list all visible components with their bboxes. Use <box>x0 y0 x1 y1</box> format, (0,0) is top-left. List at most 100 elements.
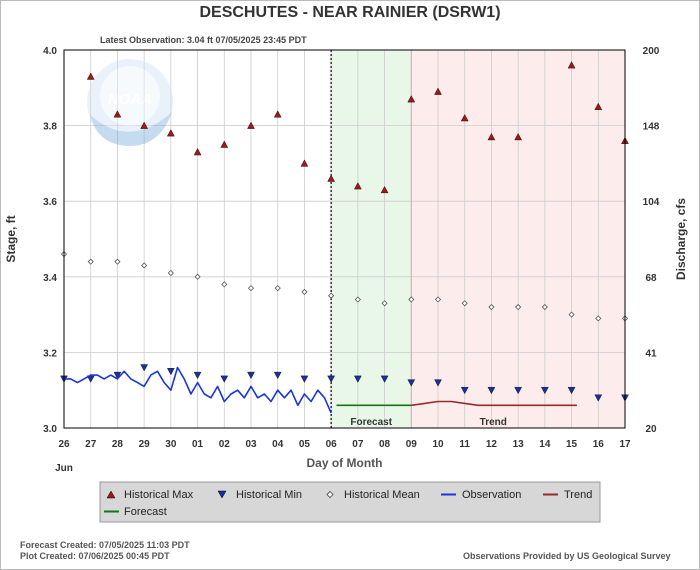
legend-min-marker <box>217 490 227 499</box>
historical-mean-point <box>167 269 174 277</box>
x-tick-label: 10 <box>432 439 444 450</box>
right-tick-label: 68 <box>645 273 657 284</box>
series-layer: Forecast Trend <box>60 61 629 428</box>
y-tick-label: 3.2 <box>43 348 57 359</box>
legend-mean-marker <box>326 490 334 499</box>
right-tick-label: 148 <box>643 122 660 133</box>
chart-title: DESCHUTES - NEAR RAINIER (DSRW1) <box>199 4 501 21</box>
x-tick-label: 12 <box>486 439 498 450</box>
historical-min-point <box>247 371 255 380</box>
legend-forecast: Forecast <box>124 506 167 518</box>
historical-mean-point <box>461 300 468 307</box>
y-axis-title: Stage, ft <box>4 215 18 262</box>
historical-min-point <box>487 387 496 395</box>
forecast-created: Forecast Created: 07/05/2025 11:03 PDT <box>20 540 190 550</box>
historical-max-point <box>434 87 442 95</box>
data-provider: Observations Provided by US Geological S… <box>463 551 671 561</box>
historical-max-point <box>86 72 95 80</box>
historical-mean-point <box>381 300 388 307</box>
historical-max-point <box>140 121 148 129</box>
historical-mean-point <box>221 281 228 288</box>
legend-max-marker <box>106 490 116 499</box>
x-tick-label: 26 <box>58 439 70 450</box>
x-tick-label: 06 <box>326 439 338 450</box>
historical-max-point <box>300 159 309 167</box>
x-tick-label: 11 <box>459 439 470 450</box>
forecast-region <box>331 50 412 428</box>
latest-observation: Latest Observation: 3.04 ft 07/05/2025 2… <box>100 35 307 45</box>
x-axis-title: Day of Month <box>307 456 383 470</box>
historical-max-point <box>407 95 416 103</box>
historical-min-point <box>273 371 282 380</box>
x-tick-label: 01 <box>192 439 204 450</box>
right-axis-title: Discharge, cfs <box>674 198 688 280</box>
historical-min-point <box>354 375 362 383</box>
legend-historical-mean: Historical Mean <box>344 489 420 501</box>
historical-min-point <box>380 375 389 383</box>
historical-max-point <box>354 182 362 190</box>
x-tick-label: 30 <box>165 439 177 450</box>
historical-mean-point <box>488 303 495 311</box>
right-tick-label: 200 <box>643 46 660 57</box>
right-tick-label: 20 <box>645 424 657 435</box>
historical-max-point <box>113 110 122 118</box>
historical-max-point <box>514 133 522 141</box>
x-month-label: Jun <box>55 463 73 474</box>
x-tick-label: 14 <box>539 439 551 450</box>
historical-min-point <box>460 387 469 395</box>
historical-max-point <box>167 129 175 137</box>
historical-mean-point <box>328 292 335 299</box>
x-tick-label: 07 <box>352 439 364 450</box>
historical-mean-point <box>434 296 442 303</box>
x-tick-label: 17 <box>619 439 631 450</box>
x-tick-label: 16 <box>593 439 605 450</box>
historical-mean-point <box>515 303 522 311</box>
historical-min-point <box>407 379 416 387</box>
historical-mean-point <box>194 273 201 280</box>
x-tick-label: 29 <box>139 439 151 450</box>
x-tick-label: 03 <box>245 439 257 450</box>
plot-created: Plot Created: 07/06/2025 00:45 PDT <box>20 551 170 561</box>
historical-min-point <box>193 371 202 380</box>
historical-min-point <box>541 387 549 395</box>
y-tick-label: 3.6 <box>43 197 57 208</box>
historical-min-point <box>167 368 175 376</box>
plot-border <box>63 49 626 429</box>
historical-mean-point <box>408 296 415 303</box>
historical-max-point <box>594 102 603 110</box>
historical-mean-point <box>247 285 255 292</box>
legend-trend: Trend <box>564 489 592 501</box>
historical-max-point <box>327 174 335 182</box>
historical-min-point <box>514 387 522 395</box>
historical-mean-point <box>354 296 361 303</box>
historical-mean-point <box>568 311 575 318</box>
noaa-logo-text: NOAA <box>108 91 152 108</box>
x-tick-label: 02 <box>219 439 231 450</box>
legend-observation: Observation <box>462 489 521 501</box>
historical-max-point <box>193 148 202 156</box>
legend: Historical Max Historical Min Historical… <box>99 481 601 523</box>
historical-mean-point <box>301 288 308 295</box>
historical-max-point <box>380 185 389 194</box>
x-tick-label: 08 <box>379 439 391 450</box>
historical-min-point <box>434 379 442 387</box>
x-tick-label: 13 <box>513 439 525 450</box>
historical-max-point <box>460 114 469 122</box>
forecast-region-label: Forecast <box>350 417 392 428</box>
axis-layer: 26 27 28 29 30 01 02 03 04 05 06 07 08 09 10 11 12 13 14 15… <box>4 46 688 474</box>
historical-mean-point <box>541 303 548 311</box>
historical-max-point <box>220 140 229 148</box>
historical-min-point <box>140 364 148 372</box>
x-tick-label: 05 <box>299 439 311 450</box>
historical-min-point <box>113 371 122 380</box>
x-tick-label: 09 <box>406 439 418 450</box>
y-tick-label: 3.8 <box>43 122 57 133</box>
noaa-logo: NOAA <box>87 59 173 146</box>
x-tick-label: 28 <box>112 439 124 450</box>
x-tick-label: 27 <box>85 439 97 450</box>
historical-max-point <box>247 121 255 129</box>
x-tick-label: 15 <box>566 439 578 450</box>
legend-historical-min: Historical Min <box>236 489 302 501</box>
historical-mean-point <box>141 262 148 269</box>
